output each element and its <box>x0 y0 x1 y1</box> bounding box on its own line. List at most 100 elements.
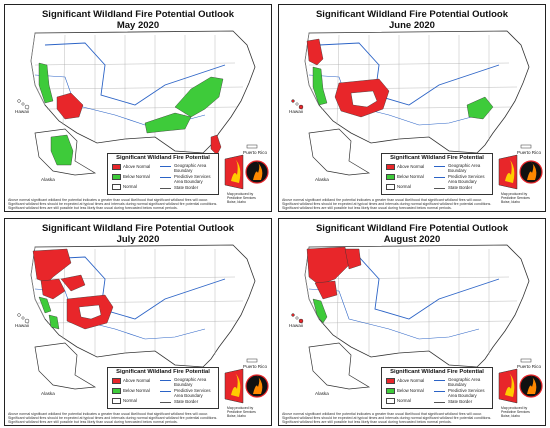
map-title: Significant Wildland Fire Potential Outl… <box>315 223 509 234</box>
legend-below: Below Normal <box>123 174 150 179</box>
predictive-boundary-line <box>434 177 445 178</box>
legend-geo: Geographic Area Boundary <box>174 377 207 387</box>
produced-line: Map produced by <box>501 192 528 196</box>
puerto-rico-label: Puerto Rico <box>243 150 268 155</box>
produced-line: Boise, Idaho <box>501 413 520 418</box>
produced-line: Map produced by <box>227 192 254 196</box>
predictive-boundary-line <box>160 177 171 178</box>
map-legend: Significant Wildland Fire Potential Abov… <box>107 153 219 195</box>
produced-by-block: Map produced by Predictive Services Bois… <box>501 192 545 204</box>
map-legend: Significant Wildland Fire Potential Abov… <box>381 153 493 195</box>
legend-pred: Predictive Services Area Boundary <box>448 388 485 398</box>
geo-boundary-line <box>434 166 445 167</box>
alaska-label: Alaska <box>41 177 55 182</box>
region-southern-california-coast <box>48 314 60 330</box>
produced-by-block: Map produced by Predictive Services Bois… <box>227 192 271 204</box>
legend-state: State Border <box>174 399 199 404</box>
produced-by-block: Map produced by Predictive Services Bois… <box>501 406 545 418</box>
region-great-basin <box>60 274 86 292</box>
legend-below: Below Normal <box>123 388 150 393</box>
legend-title: Significant Wildland Fire Potential <box>116 369 210 375</box>
geo-boundary-line <box>434 380 445 381</box>
hawaii-label: Hawaii <box>289 109 303 114</box>
legend-above: Above Normal <box>397 378 425 383</box>
puerto-rico-label: Puerto Rico <box>517 150 542 155</box>
disclaimer-text: Above normal significant wildland fire p… <box>8 412 218 425</box>
geo-boundary-line <box>160 380 171 381</box>
legend-title: Significant Wildland Fire Potential <box>116 155 210 161</box>
produced-line: Boise, Idaho <box>227 413 246 418</box>
produced-line: Predictive Services <box>501 409 530 414</box>
swatch-below-normal <box>112 388 121 394</box>
predictive-boundary-line <box>160 391 171 392</box>
legend-normal: Normal <box>397 398 411 403</box>
legend-pred: Predictive Services Area Boundary <box>448 174 485 184</box>
swatch-normal <box>112 184 121 190</box>
disclaimer-text: Above normal significant wildland fire p… <box>8 198 218 211</box>
region-northern-california-coast <box>312 66 328 106</box>
produced-line: Map produced by <box>227 406 254 410</box>
produced-line: Predictive Services <box>227 195 256 200</box>
legend-below: Below Normal <box>397 388 424 393</box>
map-legend: Significant Wildland Fire Potential Abov… <box>381 367 493 409</box>
region-northern-california <box>40 278 66 300</box>
us-map <box>17 30 258 176</box>
swatch-normal <box>112 398 121 404</box>
swatch-above-normal <box>386 164 395 170</box>
legend-geo: Geographic Area Boundary <box>448 377 481 387</box>
swatch-above-normal <box>112 378 121 384</box>
produced-line: Predictive Services <box>227 409 256 414</box>
state-border-line <box>434 188 445 189</box>
alaska-label: Alaska <box>315 391 329 396</box>
disclaimer-text: Above normal significant wildland fire p… <box>282 412 492 425</box>
alaska-outline <box>308 128 371 176</box>
legend-normal: Normal <box>123 184 137 189</box>
region-pacific-northwest-coast <box>306 38 324 66</box>
produced-line: Map produced by <box>501 406 528 410</box>
region-california-coast <box>312 298 328 324</box>
legend-title: Significant Wildland Fire Potential <box>390 369 484 375</box>
region-northern-california-coast <box>38 62 54 104</box>
swatch-below-normal <box>386 174 395 180</box>
alaska-label: Alaska <box>41 391 55 396</box>
map-month: May 2020 <box>116 20 160 31</box>
predictive-services-badge-icon <box>498 368 543 404</box>
map-month: June 2020 <box>389 20 435 31</box>
predictive-boundary-line <box>434 391 445 392</box>
state-border-line <box>160 402 171 403</box>
swatch-normal <box>386 184 395 190</box>
swatch-below-normal <box>112 174 121 180</box>
legend-normal: Normal <box>397 184 411 189</box>
map-legend: Significant Wildland Fire Potential Abov… <box>107 367 219 409</box>
legend-normal: Normal <box>123 398 137 403</box>
produced-by-block: Map produced by Predictive Services Bois… <box>227 406 271 418</box>
map-title: Significant Wildland Fire Potential Outl… <box>41 9 235 20</box>
produced-line: Boise, Idaho <box>227 199 246 204</box>
produced-line: Predictive Services <box>501 195 530 200</box>
legend-geo: Geographic Area Boundary <box>448 163 481 173</box>
alaska-outline <box>308 342 371 390</box>
us-map <box>17 244 258 390</box>
produced-line: Boise, Idaho <box>501 199 520 204</box>
region-southeast-georgia <box>466 96 494 120</box>
legend-above: Above Normal <box>123 378 151 383</box>
map-panel-august: Significant Wildland Fire Potential Outl… <box>278 218 546 426</box>
legend-above: Above Normal <box>397 164 425 169</box>
state-border-line <box>160 188 171 189</box>
swatch-below-normal <box>386 388 395 394</box>
map-panel-may: Significant Wildland Fire Potential Outl… <box>4 4 272 212</box>
disclaimer-text: Above normal significant wildland fire p… <box>282 198 492 211</box>
hawaii-label: Hawaii <box>15 109 29 114</box>
legend-below: Below Normal <box>397 174 424 179</box>
region-southeast-appalachians <box>174 76 224 118</box>
predictive-services-badge-icon <box>498 154 543 190</box>
swatch-above-normal <box>112 164 121 170</box>
us-map <box>291 30 532 176</box>
hawaii-label: Hawaii <box>15 323 29 328</box>
map-title: Significant Wildland Fire Potential Outl… <box>315 9 509 20</box>
legend-pred: Predictive Services Area Boundary <box>174 174 211 184</box>
swatch-above-normal <box>386 378 395 384</box>
predictive-services-badge-icon <box>224 154 269 190</box>
region-pacific-northwest <box>32 248 72 284</box>
geo-boundary-line <box>160 166 171 167</box>
